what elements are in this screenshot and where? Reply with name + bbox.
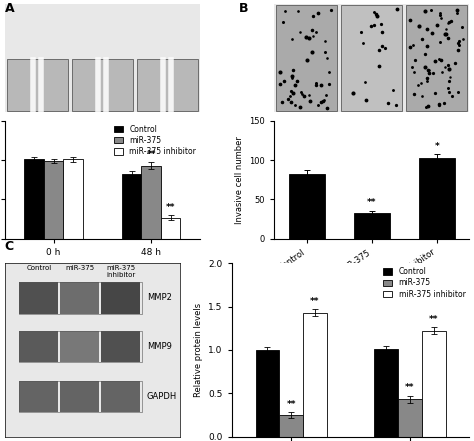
Bar [19,381,142,412]
Bar [122,174,141,239]
Bar [354,213,390,239]
Bar [422,331,446,437]
Bar [255,350,279,437]
Bar [60,282,99,314]
Text: **: ** [286,400,296,409]
Bar [7,113,68,164]
Bar [141,166,161,239]
Y-axis label: Invasive cell number: Invasive cell number [235,136,244,224]
Text: miR-375: miR-375 [65,265,95,271]
Text: **: ** [146,150,156,159]
Text: C: C [5,240,14,253]
Text: **: ** [367,198,376,207]
Bar [406,5,467,111]
Bar [64,159,83,239]
Text: **: ** [405,383,415,392]
Bar [289,174,325,239]
Text: **: ** [310,297,319,306]
Bar [303,313,327,437]
Bar [419,158,455,239]
Bar [19,331,142,362]
Text: Control: Control [27,265,52,271]
Text: **: ** [429,315,438,324]
Text: GAPDH: GAPDH [147,392,177,401]
Bar [374,349,398,437]
Bar [72,59,133,111]
Text: B: B [239,2,249,15]
Text: MMP9: MMP9 [147,342,172,351]
Bar [276,5,337,111]
Bar [72,113,133,164]
Y-axis label: Relative protein levels: Relative protein levels [194,303,203,397]
Bar [137,113,198,164]
Bar [60,381,99,412]
Text: A: A [5,2,14,15]
Bar [19,331,58,362]
Bar [100,331,140,362]
Bar [341,5,402,111]
Bar [19,282,142,314]
Text: MMP2: MMP2 [147,293,172,303]
Text: miR-375
inhibitor: miR-375 inhibitor [107,265,136,278]
Bar [19,282,58,314]
Bar [44,161,64,239]
Bar [137,59,198,111]
Legend: Control, miR-375, miR-375 inhibitor: Control, miR-375, miR-375 inhibitor [383,267,465,299]
Text: **: ** [166,203,175,212]
Bar [398,400,422,437]
Bar [7,59,68,111]
Bar [100,282,140,314]
Bar [60,331,99,362]
Bar [161,217,181,239]
Bar [24,159,44,239]
Legend: Control, miR-375, miR-375 inhibitor: Control, miR-375, miR-375 inhibitor [114,125,196,156]
Bar [279,415,303,437]
Bar [100,381,140,412]
Text: *: * [434,142,439,151]
Bar [19,381,58,412]
